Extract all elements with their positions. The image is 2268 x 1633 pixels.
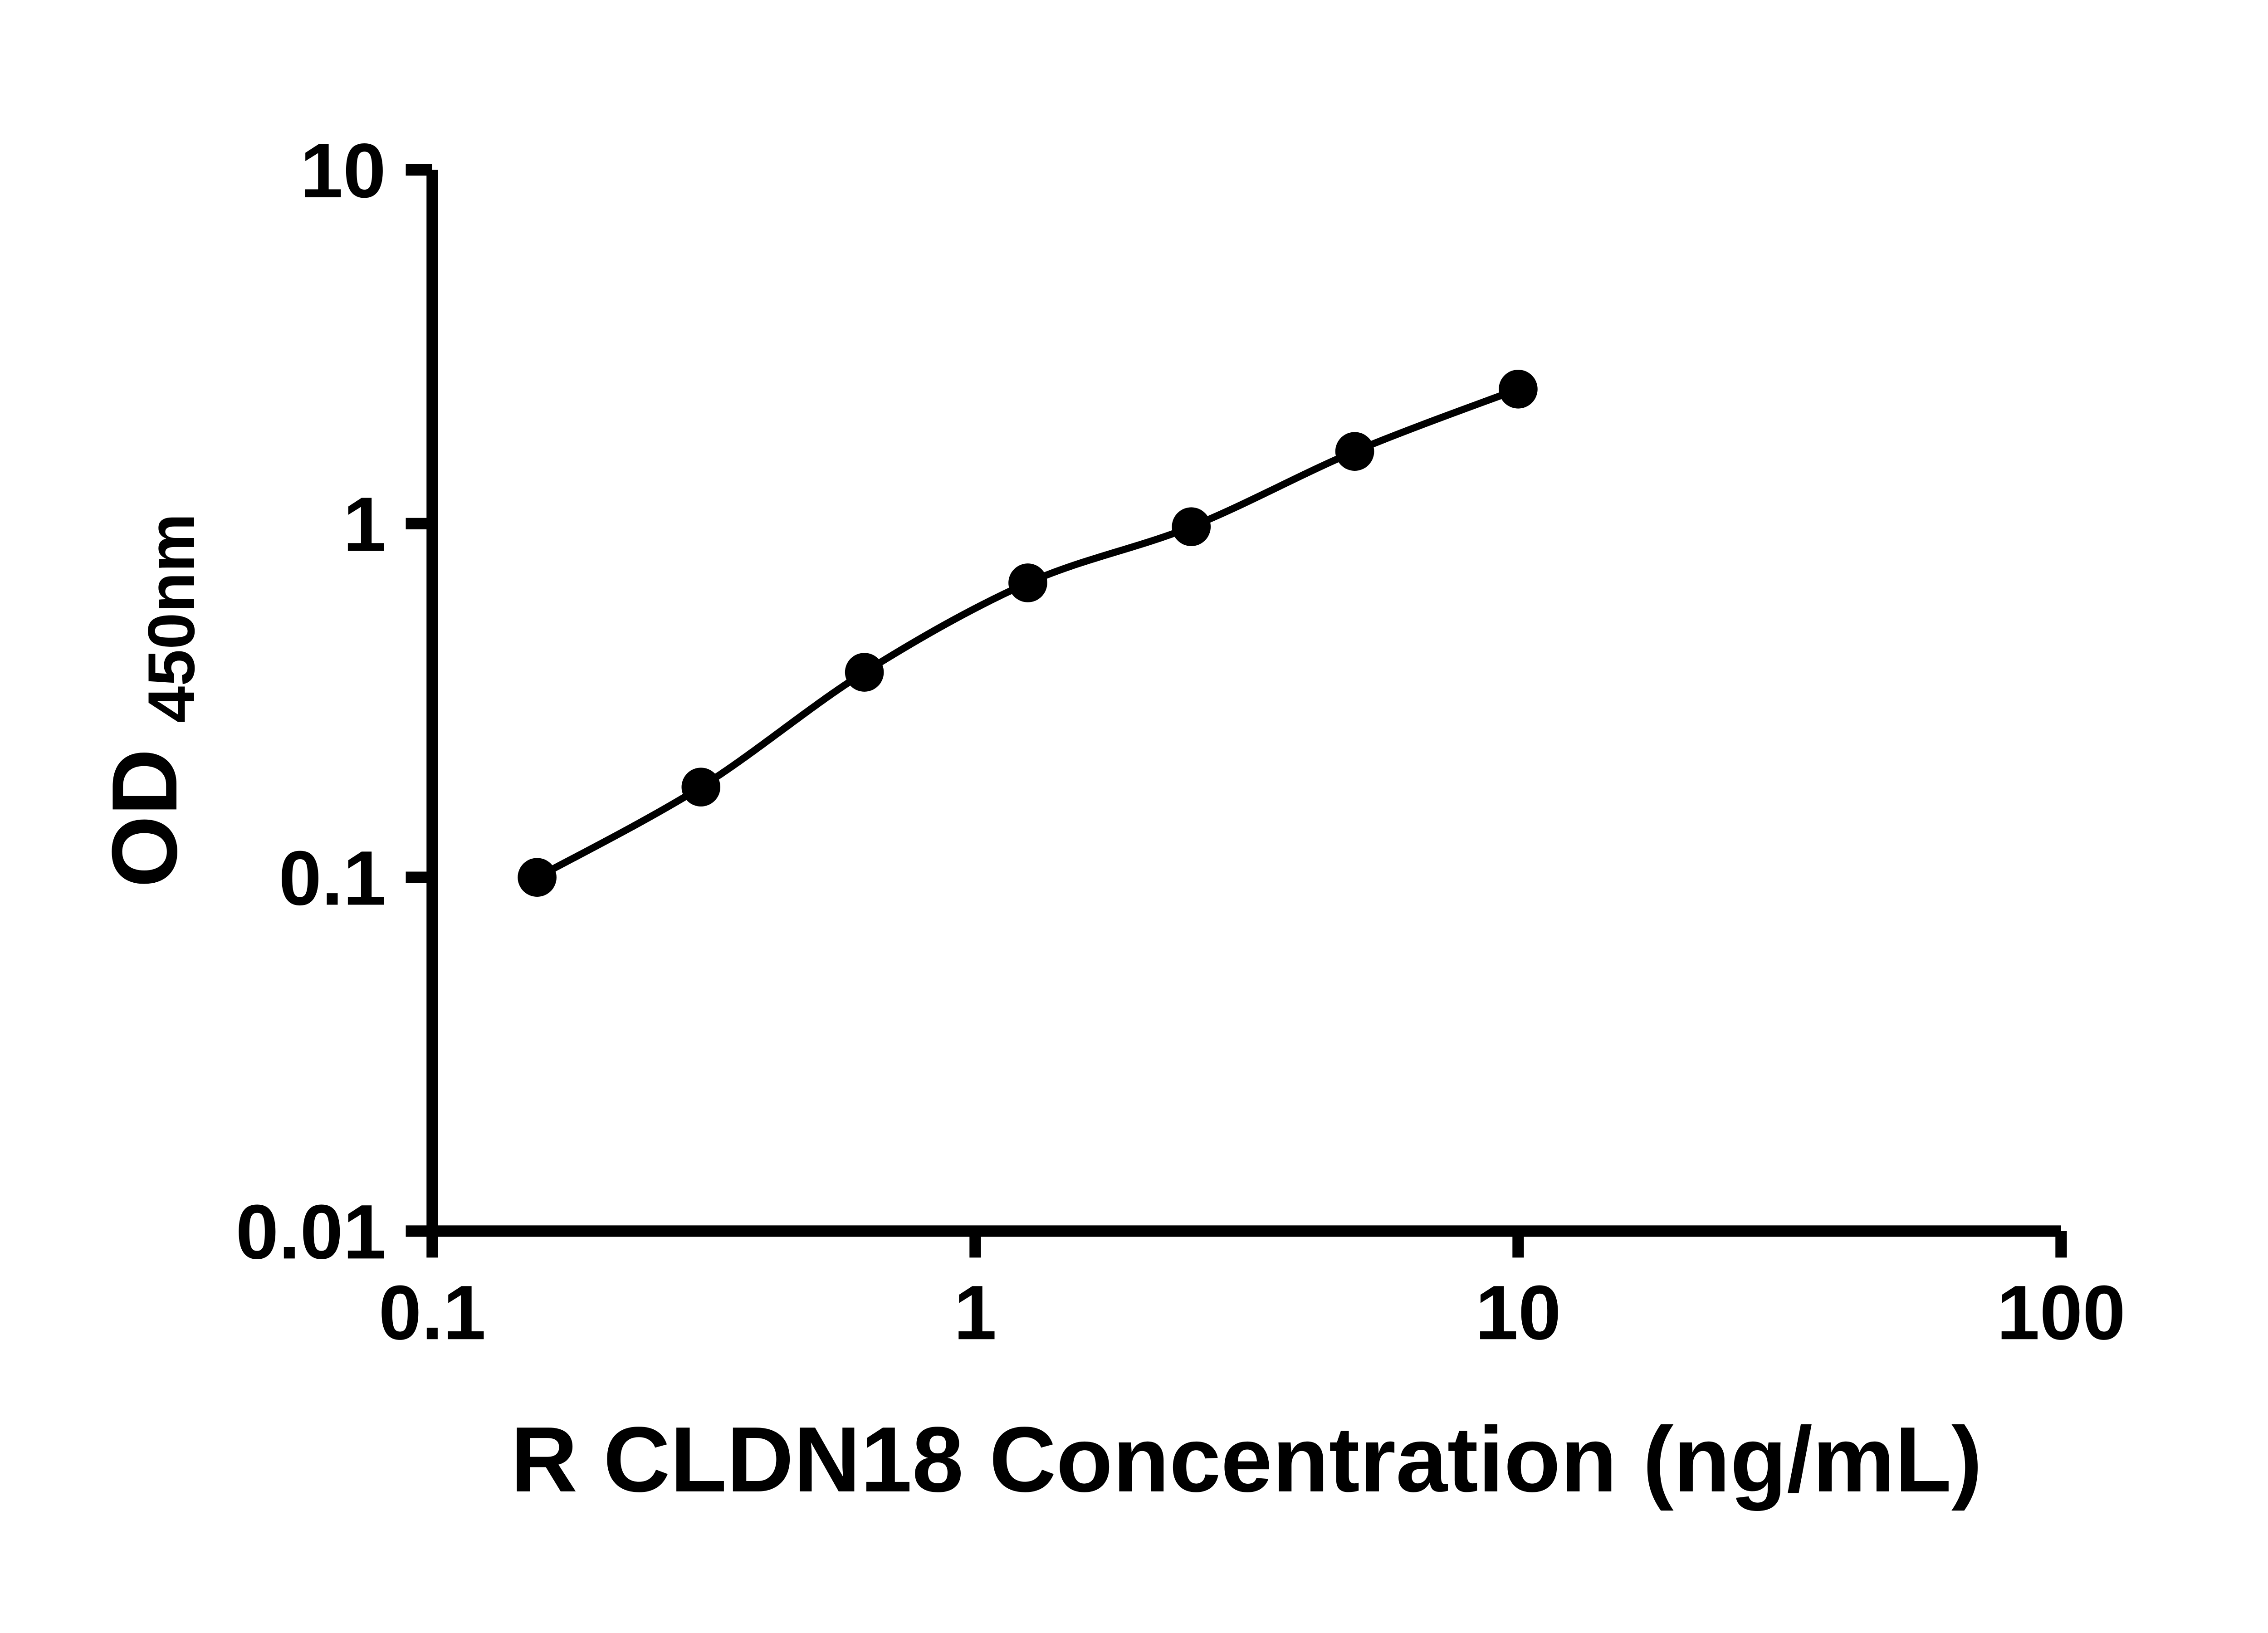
data-point-marker [1499,370,1538,409]
x-axis-title: R CLDN18 Concentration (ng/mL) [511,1408,1982,1511]
y-tick-label: 10 [300,128,386,214]
x-tick-label: 1 [954,1270,997,1356]
x-tick-label: 10 [1475,1270,1561,1356]
x-tick-label: 0.1 [379,1270,486,1356]
y-axis-title-sub: 450nm [134,513,208,723]
data-point-marker [1008,563,1047,602]
data-point-marker [518,858,557,897]
fit-curve [533,386,1522,881]
data-point-marker [1335,432,1374,471]
data-point-marker [681,768,721,807]
data-point-marker [845,653,884,692]
y-axis-title: OD 450nm [93,513,208,888]
y-tick-label: 0.01 [236,1189,386,1275]
data-point-marker [1172,507,1211,546]
axes-frame [426,170,2061,1237]
y-tick-label: 0.1 [279,835,386,921]
y-axis-title-main: OD [93,749,196,888]
y-tick-label: 1 [343,482,386,568]
x-tick-label: 100 [1997,1270,2126,1356]
